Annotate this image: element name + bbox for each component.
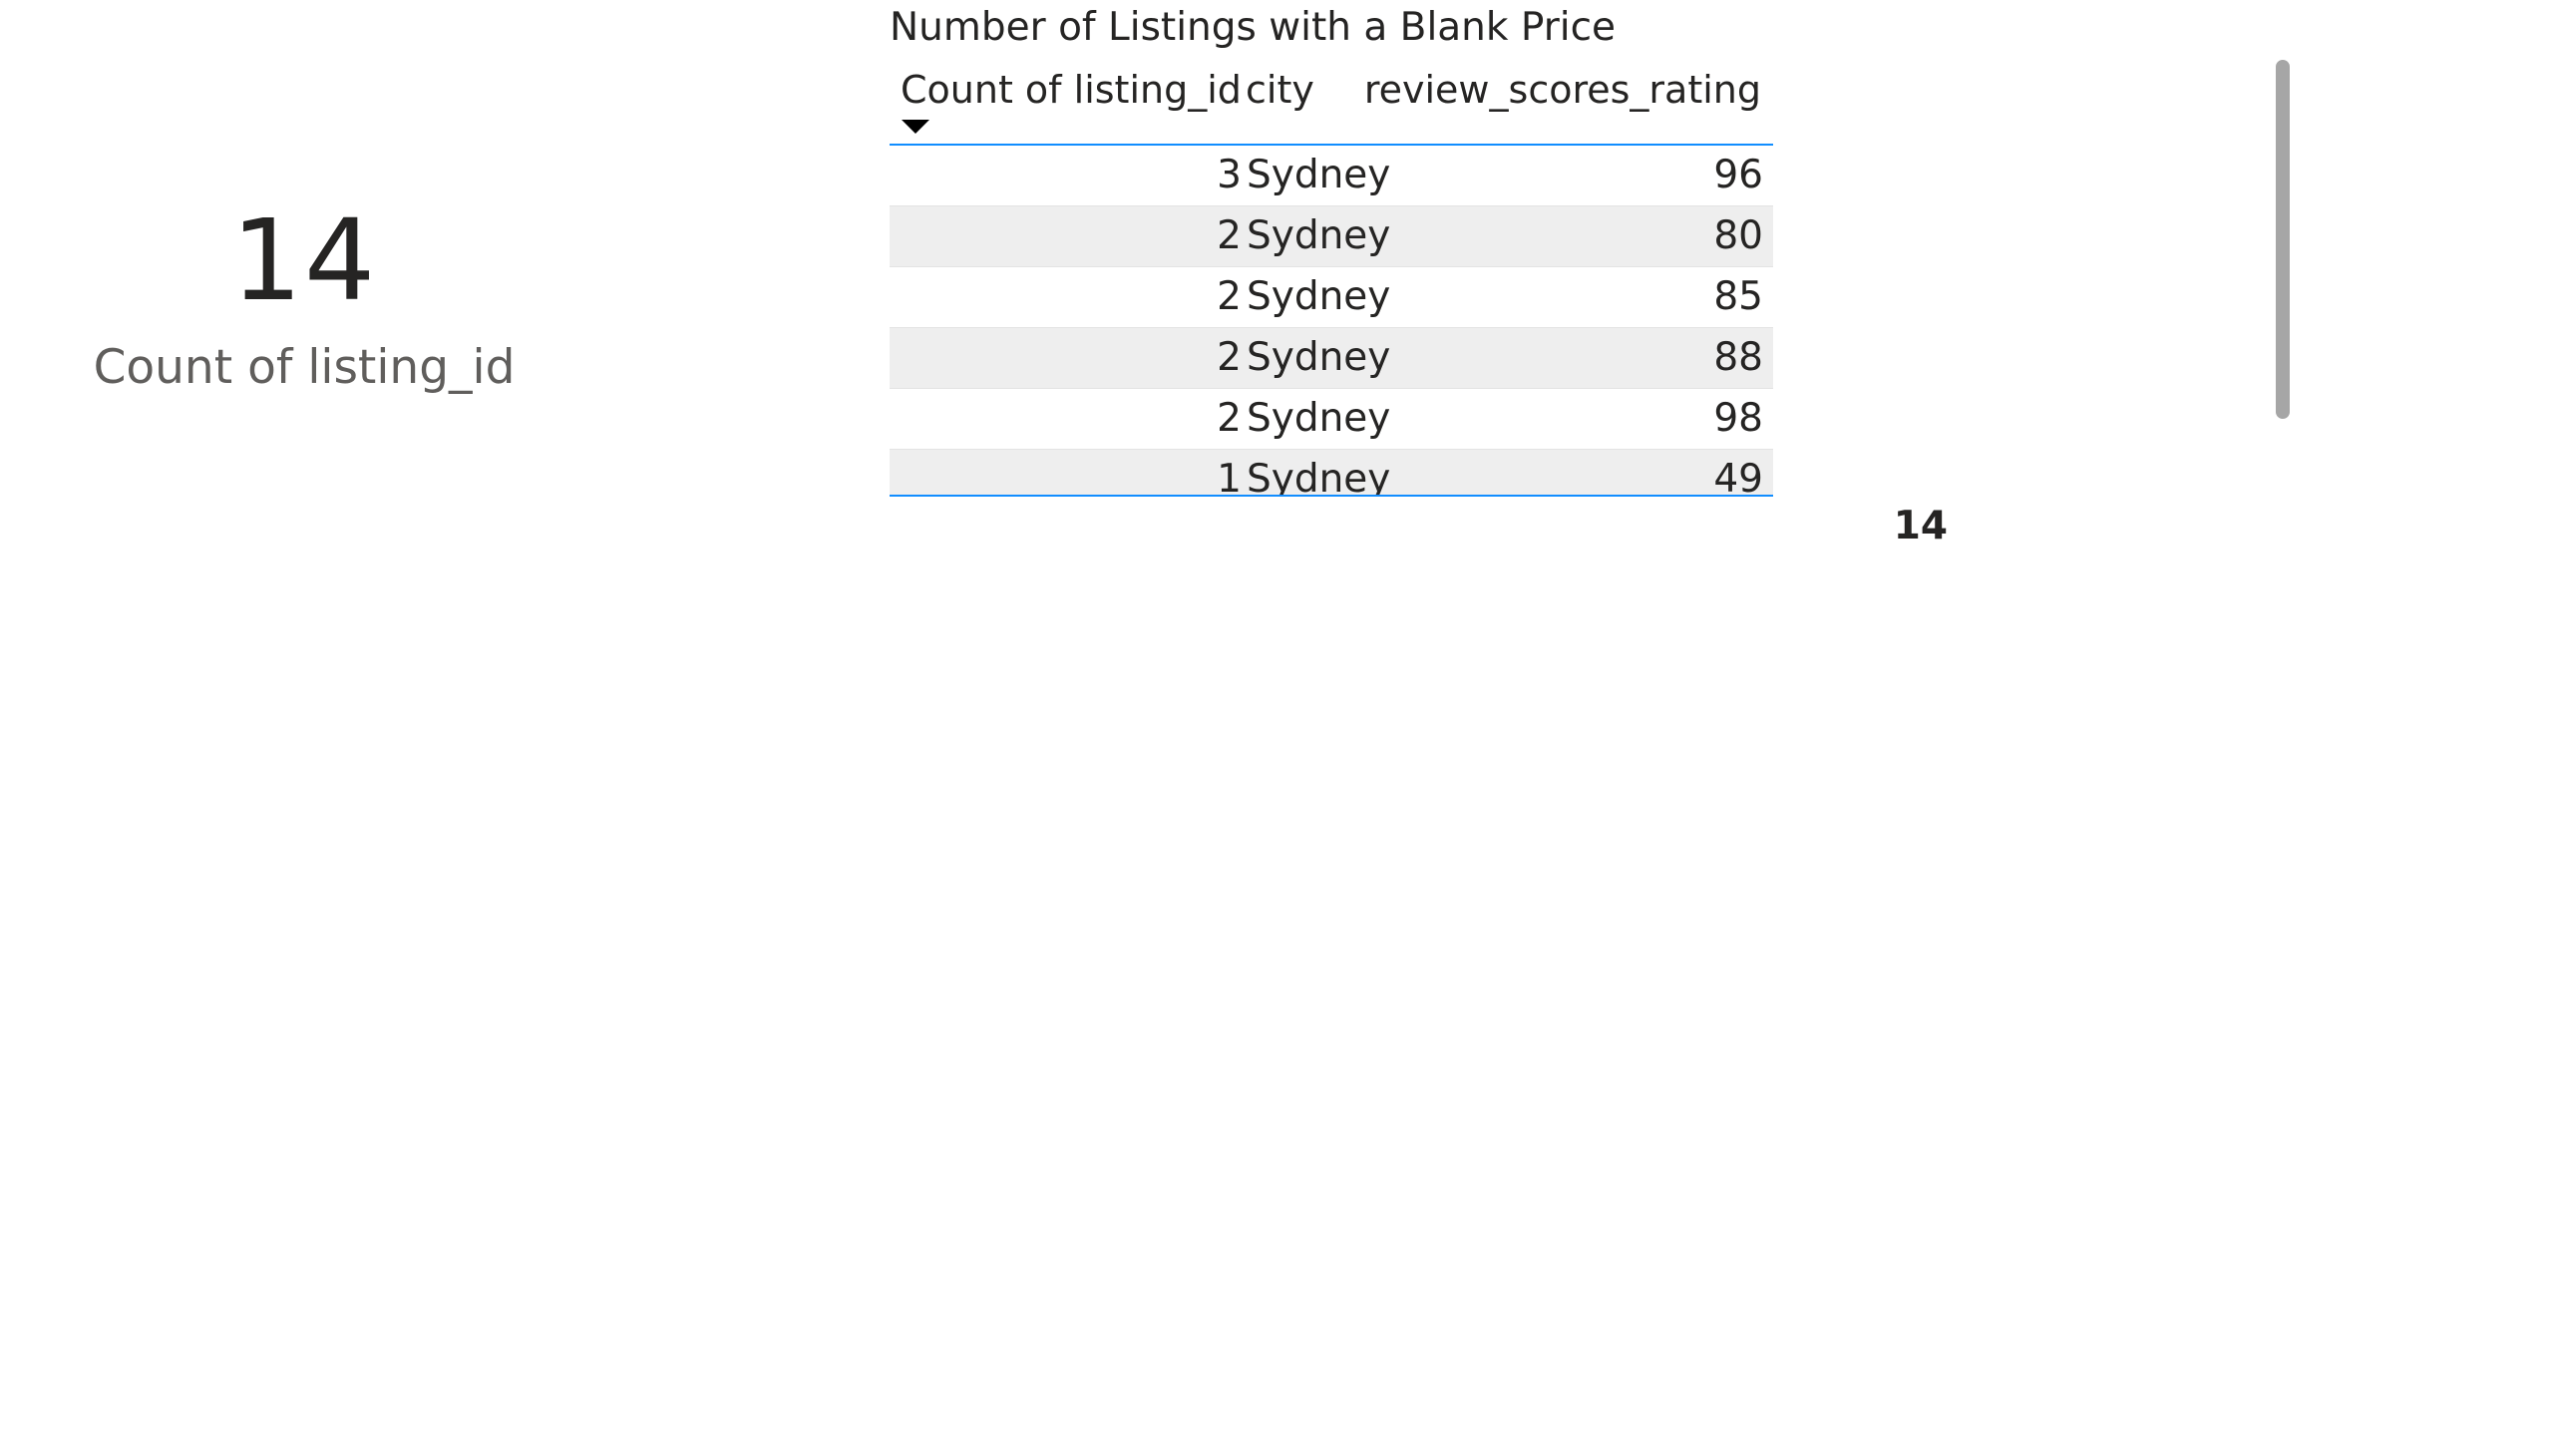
cell-city: Sydney bbox=[1247, 274, 1391, 319]
table-body: 3 Sydney 96 2 Sydney 80 2 Sydney 85 2 Sy… bbox=[890, 146, 1773, 497]
cell-review-scores-rating: 88 bbox=[1713, 335, 1763, 380]
cell-count: 2 bbox=[1217, 213, 1242, 258]
cell-count: 2 bbox=[1217, 274, 1242, 319]
cell-review-scores-rating: 85 bbox=[1713, 274, 1763, 319]
vertical-scrollbar[interactable] bbox=[2276, 60, 2290, 419]
table-row[interactable]: 2 Sydney 80 bbox=[890, 206, 1773, 267]
card-label: Count of listing_id bbox=[93, 340, 516, 395]
table-visual[interactable]: Number of Listings with a Blank Price Co… bbox=[890, 0, 2290, 568]
cell-review-scores-rating: 98 bbox=[1713, 396, 1763, 441]
table-header: Count of listing_id city review_scores_r… bbox=[890, 62, 1773, 146]
table-row[interactable]: 2 Sydney 88 bbox=[890, 328, 1773, 389]
cell-review-scores-rating: 80 bbox=[1713, 213, 1763, 258]
cell-count: 2 bbox=[1217, 335, 1242, 380]
cell-review-scores-rating: 49 bbox=[1713, 457, 1763, 497]
table-row[interactable]: 1 Sydney 49 bbox=[890, 450, 1773, 497]
cell-city: Sydney bbox=[1247, 457, 1391, 497]
column-header-city[interactable]: city bbox=[1246, 68, 1314, 112]
cell-count: 2 bbox=[1217, 396, 1242, 441]
cell-city: Sydney bbox=[1247, 213, 1391, 258]
cell-count: 3 bbox=[1217, 153, 1242, 197]
table-row[interactable]: 3 Sydney 96 bbox=[890, 146, 1773, 206]
column-header-review-scores-rating[interactable]: review_scores_rating bbox=[1363, 68, 1761, 112]
table-total: 14 bbox=[1893, 504, 1948, 548]
kpi-card[interactable]: 14 Count of listing_id bbox=[0, 180, 608, 429]
cell-count: 1 bbox=[1217, 457, 1242, 497]
table-row[interactable]: 2 Sydney 85 bbox=[890, 267, 1773, 328]
scrollbar-thumb[interactable] bbox=[2276, 60, 2290, 419]
table-title: Number of Listings with a Blank Price bbox=[890, 5, 1617, 50]
card-value: 14 bbox=[230, 196, 378, 326]
cell-city: Sydney bbox=[1247, 335, 1391, 380]
sort-descending-icon[interactable] bbox=[902, 120, 929, 134]
column-header-count[interactable]: Count of listing_id bbox=[901, 68, 1242, 112]
cell-city: Sydney bbox=[1247, 396, 1391, 441]
table-row[interactable]: 2 Sydney 98 bbox=[890, 389, 1773, 450]
cell-city: Sydney bbox=[1247, 153, 1391, 197]
cell-review-scores-rating: 96 bbox=[1713, 153, 1763, 197]
